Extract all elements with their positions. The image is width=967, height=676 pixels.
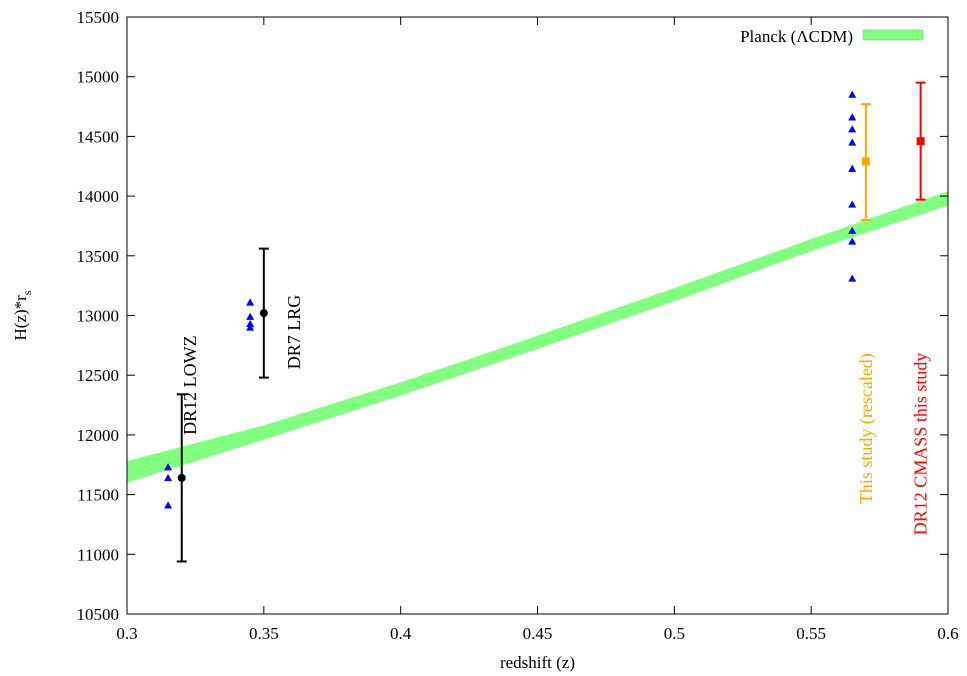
triangle-point (246, 323, 255, 331)
y-tick-label: 10500 (77, 605, 120, 624)
x-tick-label: 0.55 (796, 624, 826, 643)
y-tick-label: 15500 (77, 8, 120, 27)
annotation-label: This study (rescaled) (856, 353, 877, 504)
y-tick-label: 11500 (77, 486, 119, 505)
errorbar-marker (259, 309, 268, 318)
legend-swatch (862, 29, 924, 41)
y-tick-label: 14000 (77, 187, 120, 206)
errorbar-dr7-lrg (258, 247, 269, 379)
y-tick-label: 14500 (77, 127, 120, 146)
triangle-point (246, 298, 255, 306)
triangle-point (246, 312, 255, 320)
planck-band (127, 191, 948, 483)
annotations: DR12 LOWZ DR7 LRG This study (rescaled) DR1… (180, 295, 931, 535)
triangle-point (848, 125, 857, 133)
errorbar-marker (916, 137, 925, 146)
annotation-label: DR12 CMASS this study (911, 353, 931, 536)
triangle-points (164, 90, 857, 509)
triangle-point (848, 237, 857, 245)
triangle-point (848, 138, 857, 146)
error-bars (176, 81, 926, 563)
annotation-label: DR12 LOWZ (180, 335, 200, 434)
x-tick-label: 0.4 (390, 624, 412, 643)
y-tick-label: 15000 (77, 68, 120, 87)
errorbar-this-study-rescaled- (860, 103, 871, 221)
planck-band-layer (127, 191, 948, 483)
errorbar-marker (861, 157, 870, 166)
legend: Planck (ΛCDM) (740, 27, 924, 46)
x-axis-label: redshift (z) (500, 653, 575, 672)
errorbar-marker (177, 473, 186, 482)
triangle-point (848, 274, 857, 282)
x-tick-label: 0.6 (937, 624, 958, 643)
y-tick-label: 13500 (77, 247, 120, 266)
triangle-point (848, 90, 857, 98)
y-tick-label: 12000 (77, 426, 120, 445)
y-axis-label-subscript: s (20, 290, 34, 295)
triangle-point (848, 113, 857, 121)
y-axis-label: H(z)*rs (11, 290, 34, 340)
x-tick-label: 0.45 (523, 624, 553, 643)
errorbar-dr12-cmass-this-study (915, 81, 926, 201)
x-tick-label: 0.5 (664, 624, 685, 643)
x-tick-label: 0.35 (249, 624, 279, 643)
triangle-point (848, 226, 857, 234)
triangle-point (848, 200, 857, 208)
x-tick-label: 0.3 (116, 624, 137, 643)
y-tick-label: 11000 (77, 545, 119, 564)
triangle-point (164, 473, 173, 482)
triangle-point (164, 501, 173, 509)
triangle-point (164, 463, 173, 471)
triangle-point (848, 164, 857, 172)
y-tick-label: 12500 (77, 366, 120, 385)
axis-ticks: 0.3 0.35 0.4 0.45 0.5 0.55 0.6 10500 11000 11500 1… (77, 8, 959, 643)
legend-label: Planck (ΛCDM) (740, 27, 853, 46)
errorbar-dr12-lowz (176, 393, 187, 563)
y-axis-label-main: H(z)*r (11, 295, 30, 341)
annotation-label: DR7 LRG (284, 295, 304, 370)
y-tick-label: 13000 (77, 307, 120, 326)
